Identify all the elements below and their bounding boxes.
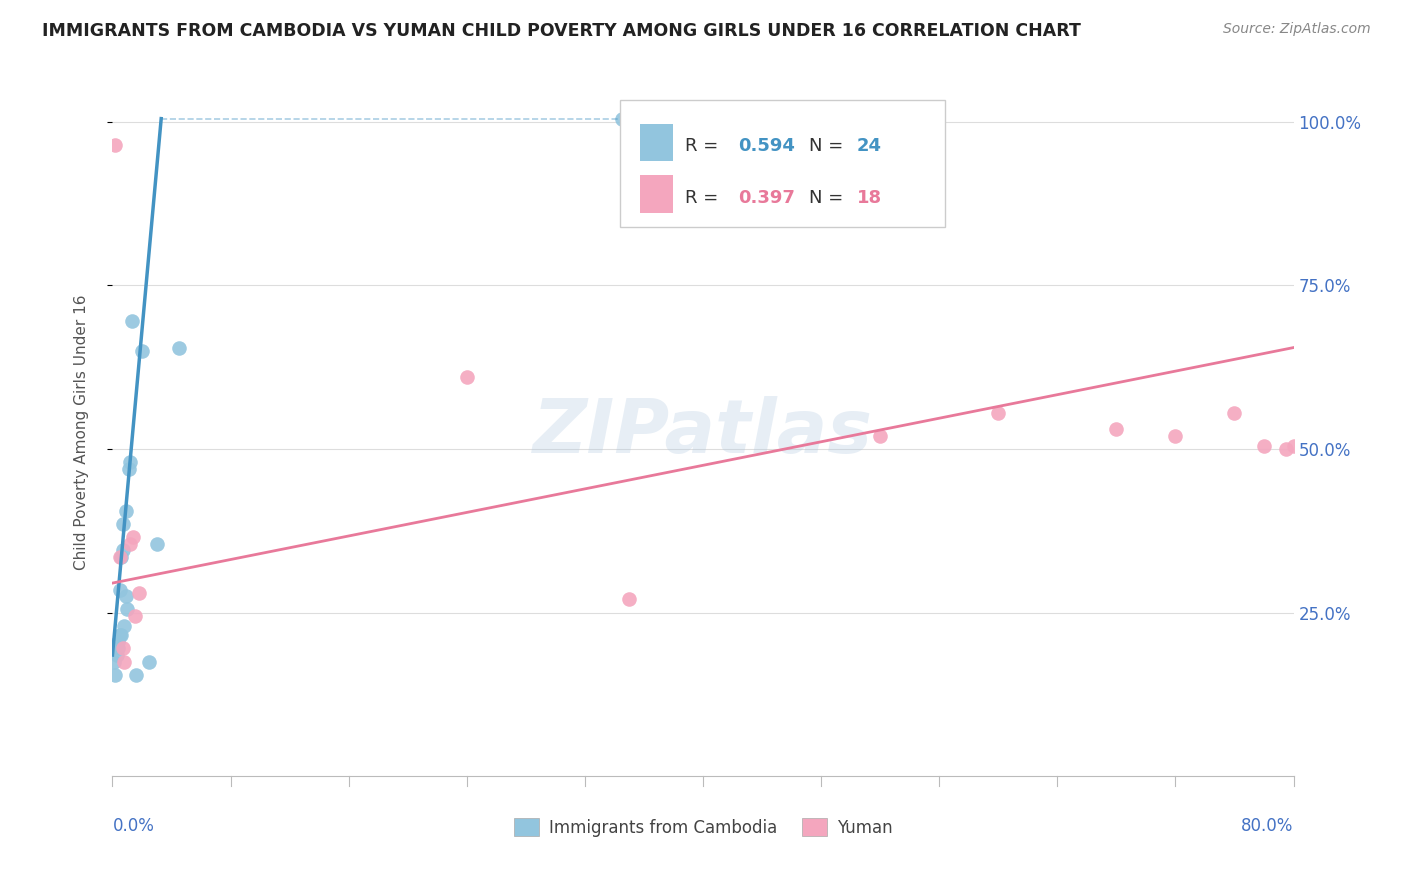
Point: [1253, 439, 1275, 453]
Point: [105, 648, 128, 662]
Point: [131, 343, 153, 358]
Point: [1164, 429, 1187, 443]
Point: [167, 341, 190, 355]
Point: [124, 608, 146, 623]
FancyBboxPatch shape: [640, 175, 673, 213]
Point: [112, 618, 135, 632]
Point: [117, 602, 138, 616]
Point: [110, 628, 132, 642]
Text: 0.594: 0.594: [738, 137, 796, 155]
Point: [112, 655, 135, 669]
Point: [120, 455, 142, 469]
Point: [1105, 422, 1128, 436]
Text: ZIPatlas: ZIPatlas: [533, 396, 873, 469]
Point: [121, 314, 143, 328]
Text: 0.397: 0.397: [738, 189, 796, 207]
Point: [869, 429, 891, 443]
Text: N =: N =: [810, 137, 849, 155]
Point: [111, 517, 134, 532]
Point: [114, 504, 136, 518]
Legend: Immigrants from Cambodia, Yuman: Immigrants from Cambodia, Yuman: [508, 812, 898, 843]
Point: [456, 370, 478, 384]
Point: [108, 628, 131, 642]
Point: [111, 641, 134, 656]
Point: [104, 667, 127, 681]
Point: [120, 537, 142, 551]
FancyBboxPatch shape: [640, 123, 673, 161]
Point: [107, 635, 129, 649]
Text: 18: 18: [856, 189, 882, 207]
Point: [122, 530, 145, 544]
Point: [619, 592, 641, 607]
Text: R =: R =: [685, 137, 724, 155]
Text: IMMIGRANTS FROM CAMBODIA VS YUMAN CHILD POVERTY AMONG GIRLS UNDER 16 CORRELATION: IMMIGRANTS FROM CAMBODIA VS YUMAN CHILD …: [42, 22, 1081, 40]
Point: [1282, 439, 1305, 453]
Point: [103, 655, 125, 669]
Point: [110, 549, 132, 564]
Y-axis label: Child Poverty Among Girls Under 16: Child Poverty Among Girls Under 16: [75, 295, 89, 570]
FancyBboxPatch shape: [620, 100, 945, 227]
Point: [107, 641, 129, 656]
Point: [111, 543, 134, 558]
Point: [987, 406, 1010, 420]
Point: [108, 549, 131, 564]
Point: [138, 655, 160, 669]
Text: 24: 24: [856, 137, 882, 155]
Point: [1223, 406, 1246, 420]
Text: Source: ZipAtlas.com: Source: ZipAtlas.com: [1223, 22, 1371, 37]
Point: [128, 586, 150, 600]
Point: [125, 667, 148, 681]
Point: [610, 112, 633, 126]
Text: R =: R =: [685, 189, 724, 207]
Text: N =: N =: [810, 189, 849, 207]
Point: [114, 589, 136, 603]
Point: [108, 582, 131, 597]
Point: [104, 137, 127, 152]
Text: 80.0%: 80.0%: [1241, 817, 1294, 835]
Point: [146, 537, 169, 551]
Point: [1275, 442, 1298, 456]
Point: [118, 461, 141, 475]
Text: 0.0%: 0.0%: [112, 817, 155, 835]
